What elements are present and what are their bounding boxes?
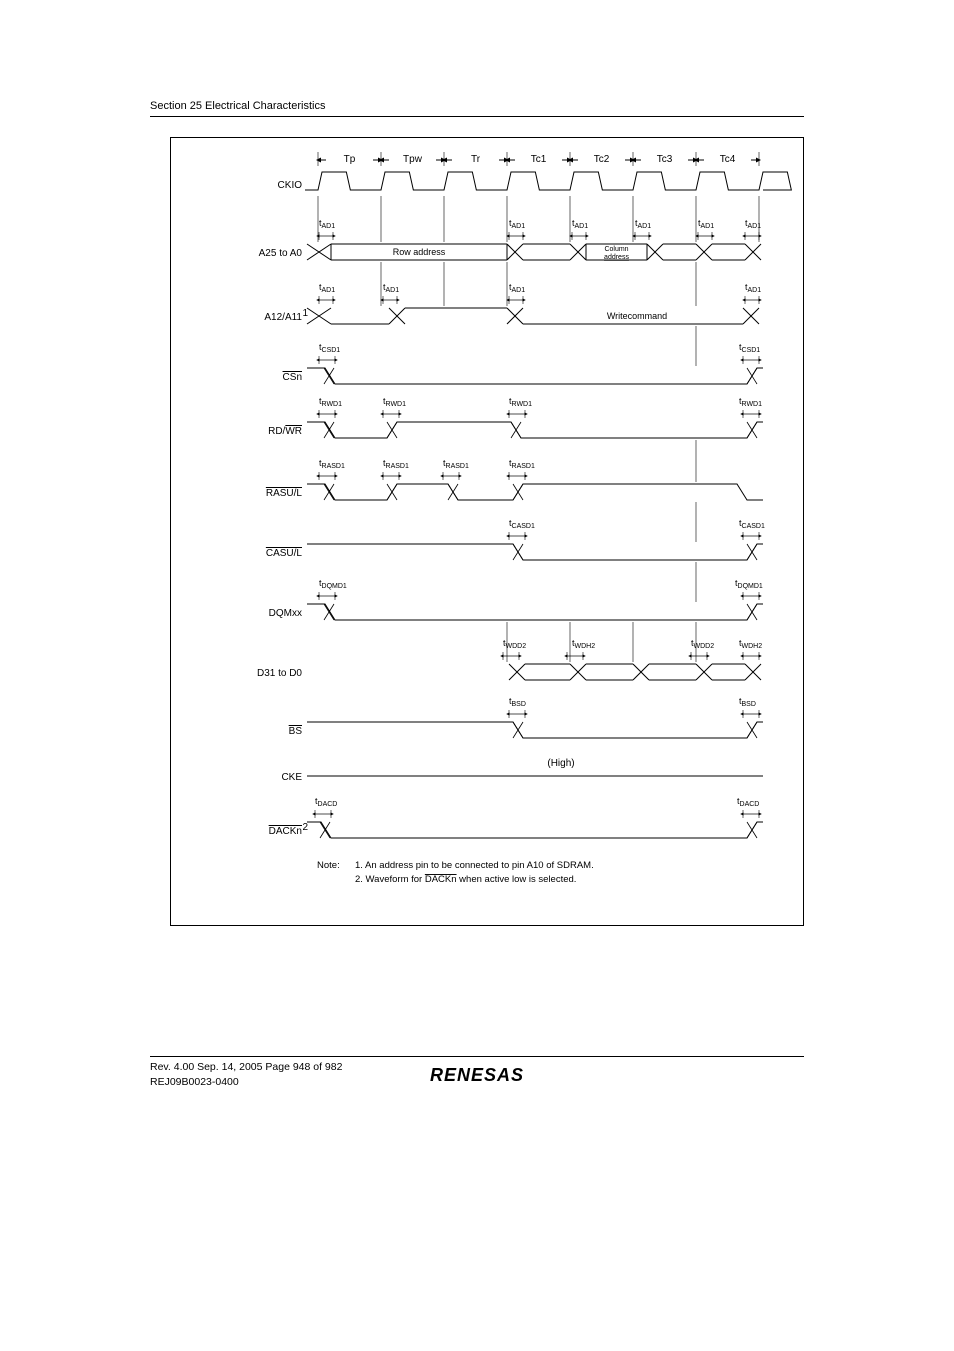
svg-text:tCASD1: tCASD1 — [739, 518, 765, 530]
svg-text:Tr: Tr — [471, 154, 481, 165]
svg-text:tWDH2: tWDH2 — [739, 638, 762, 650]
svg-text:Tc4: Tc4 — [720, 154, 736, 165]
svg-text:tAD1: tAD1 — [319, 218, 335, 230]
svg-text:tDACD: tDACD — [737, 796, 759, 808]
svg-text:tBSD: tBSD — [509, 696, 526, 708]
svg-text:2. Waveform for DACKn when ac: 2. Waveform for DACKn when active low is… — [355, 874, 576, 885]
svg-text:Writecommand: Writecommand — [607, 311, 667, 321]
svg-text:tAD1: tAD1 — [745, 282, 761, 294]
svg-text:Tc3: Tc3 — [657, 154, 673, 165]
page-footer: Rev. 4.00 Sep. 14, 2005 Page 948 of 982 … — [150, 1056, 804, 1086]
svg-text:tRWD1: tRWD1 — [509, 396, 532, 408]
svg-text:(High): (High) — [547, 758, 574, 769]
svg-text:Tpw: Tpw — [403, 154, 423, 165]
footer-rule — [150, 1056, 804, 1057]
svg-text:Tc2: Tc2 — [594, 154, 610, 165]
svg-text:CSn: CSn — [283, 372, 302, 383]
timing-diagram-container: Tp Tpw Tr Tc1 Tc2 Tc3 Tc4 CKIO A25 to A0 tAD1 tAD1… — [170, 137, 804, 926]
svg-text:tDQMD1: tDQMD1 — [735, 578, 763, 590]
header-rule — [150, 116, 804, 117]
svg-text:tBSD: tBSD — [739, 696, 756, 708]
svg-text:CKIO: CKIO — [278, 180, 303, 191]
svg-text:tAD1: tAD1 — [572, 218, 588, 230]
svg-text:tWDH2: tWDH2 — [572, 638, 595, 650]
svg-text:tAD1: tAD1 — [319, 282, 335, 294]
svg-text:RASU/L: RASU/L — [266, 488, 303, 499]
svg-text:tCSD1: tCSD1 — [739, 342, 760, 354]
svg-text:A12/A11: A12/A11 — [264, 312, 302, 323]
svg-text:tAD1: tAD1 — [635, 218, 651, 230]
svg-text:DACKn: DACKn — [269, 826, 302, 837]
svg-text:CKE: CKE — [281, 772, 302, 783]
svg-text:tDACD: tDACD — [315, 796, 337, 808]
svg-text:tRASD1: tRASD1 — [383, 458, 409, 470]
svg-text:tAD1: tAD1 — [383, 282, 399, 294]
svg-text:tCASD1: tCASD1 — [509, 518, 535, 530]
svg-text:tAD1: tAD1 — [509, 218, 525, 230]
svg-text:tRWD1: tRWD1 — [739, 396, 762, 408]
svg-text:tWDD2: tWDD2 — [503, 638, 526, 650]
timing-diagram: Tp Tpw Tr Tc1 Tc2 Tc3 Tc4 CKIO A25 to A0 tAD1 tAD1… — [179, 148, 795, 908]
svg-text:DQMxx: DQMxx — [269, 608, 302, 619]
svg-text:Tc1: Tc1 — [531, 154, 547, 165]
section-title: Section 25 Electrical Characteristics — [150, 100, 804, 112]
svg-text:D31 to D0: D31 to D0 — [257, 668, 302, 679]
svg-text:Note:: Note: — [317, 860, 340, 871]
svg-text:RD/WR: RD/WR — [268, 426, 302, 437]
svg-text:2: 2 — [302, 822, 308, 833]
svg-text:tRASD1: tRASD1 — [509, 458, 535, 470]
svg-text:1. An address pin to be conne: 1. An address pin to be connected to pin… — [355, 860, 594, 871]
svg-text:tRASD1: tRASD1 — [443, 458, 469, 470]
svg-text:address: address — [604, 254, 629, 261]
svg-text:tRWD1: tRWD1 — [319, 396, 342, 408]
svg-text:tCSD1: tCSD1 — [319, 342, 340, 354]
svg-text:tDQMD1: tDQMD1 — [319, 578, 347, 590]
svg-text:tWDD2: tWDD2 — [691, 638, 714, 650]
svg-text:Column: Column — [604, 246, 628, 253]
svg-text:BS: BS — [289, 726, 303, 737]
svg-text:tRWD1: tRWD1 — [383, 396, 406, 408]
svg-text:tRASD1: tRASD1 — [319, 458, 345, 470]
svg-text:Tp: Tp — [344, 154, 356, 165]
svg-text:tAD1: tAD1 — [698, 218, 714, 230]
svg-text:tAD1: tAD1 — [509, 282, 525, 294]
svg-text:CASU/L: CASU/L — [266, 548, 303, 559]
svg-text:Row address: Row address — [393, 247, 446, 257]
svg-text:A25 to A0: A25 to A0 — [259, 248, 303, 259]
svg-text:1: 1 — [302, 308, 308, 319]
